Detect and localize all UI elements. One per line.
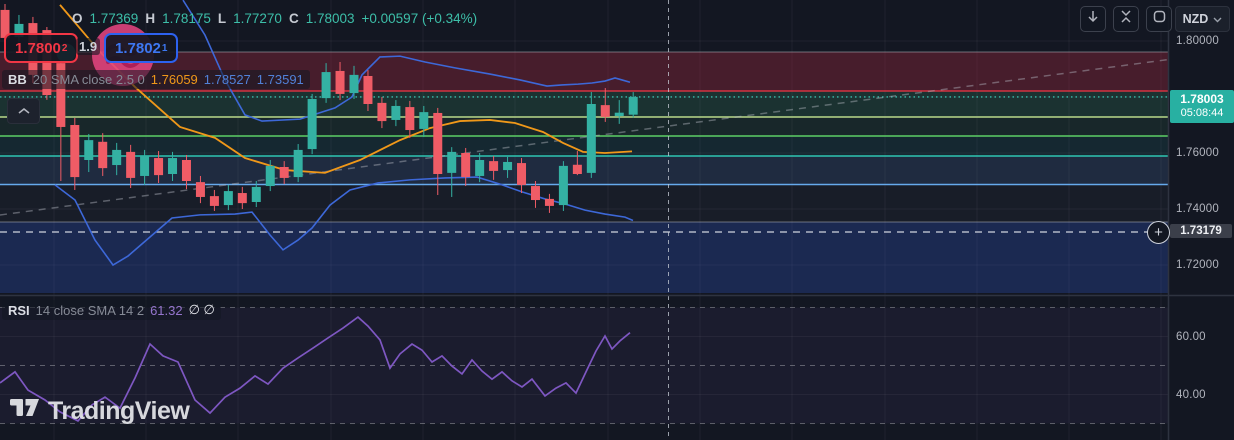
ask-price-button[interactable]: 1.7802 1 [104, 33, 179, 63]
tradingview-watermark[interactable]: TradingView [10, 396, 190, 427]
arrow-down-icon [1087, 10, 1099, 28]
plus-icon: + [1154, 224, 1163, 241]
bb-params: 20 SMA close 2.5 0 [32, 72, 145, 87]
ask-price: 1.7802 [115, 39, 161, 57]
rsi-tick-label: 60.00 [1176, 330, 1206, 343]
chevron-down-icon [1213, 12, 1222, 26]
last-price-value: 1.78003 [1180, 91, 1224, 106]
low-label: L [217, 11, 227, 26]
chevron-up-icon [18, 102, 30, 120]
ohlc-readout[interactable]: O 1.77369 H 1.78175 L 1.77270 C 1.78003 +0.0… [66, 9, 483, 28]
tradingview-logo-icon [10, 396, 40, 427]
bid-price-button[interactable]: 1.7800 2 [4, 33, 79, 63]
ask-price-pip: 1 [161, 42, 168, 54]
price-tick-label: 1.80000 [1176, 35, 1219, 47]
maximize-pane-button[interactable] [1146, 6, 1172, 32]
tradingview-logo-text: TradingView [48, 397, 190, 425]
rsi-indicator-legend[interactable]: RSI 14 close SMA 14 2 61.32 ∅ ∅ [2, 300, 221, 320]
rsi-params: 14 close SMA 14 2 [35, 302, 145, 318]
price-axis-currency-selector[interactable]: NZD [1175, 6, 1230, 32]
collapse-icon [1120, 10, 1132, 28]
pane-controls [1080, 6, 1172, 32]
spread-value: 1.9 [76, 38, 101, 55]
move-pane-down-button[interactable] [1080, 6, 1106, 32]
rsi-empty-values: ∅ ∅ [188, 302, 215, 317]
rsi-value: 61.32 [150, 302, 183, 318]
close-label: C [288, 11, 299, 26]
bb-lower-value: 1.73591 [256, 72, 304, 87]
open-label: O [72, 11, 83, 26]
rsi-name: RSI [8, 302, 30, 318]
price-tick-label: 1.76000 [1176, 147, 1219, 159]
low-value: 1.77270 [233, 11, 282, 26]
high-label: H [145, 11, 156, 26]
bb-basis-value: 1.76059 [150, 72, 198, 87]
price-tick-label: 1.74000 [1176, 203, 1219, 215]
high-value: 1.78175 [162, 11, 211, 26]
bar-countdown: 05:08:44 [1180, 106, 1224, 119]
bid-price-pip: 2 [61, 42, 68, 54]
last-price-badge: 1.78003 05:08:44 [1170, 89, 1234, 123]
legend-collapse-button[interactable] [7, 98, 40, 124]
bb-indicator-legend[interactable]: BB 20 SMA close 2.5 0 1.76059 1.78527 1.… [2, 70, 310, 89]
price-tick-label: 1.72000 [1176, 259, 1219, 271]
bid-price: 1.7800 [15, 39, 61, 57]
level-price-label: 1.73179 [1170, 223, 1232, 238]
collapse-pane-button[interactable] [1113, 6, 1139, 32]
rsi-tick-label: 40.00 [1176, 388, 1206, 401]
maximize-icon [1153, 10, 1166, 28]
change-value: +0.00597 (+0.34%) [361, 11, 478, 26]
bb-upper-value: 1.78527 [203, 72, 251, 87]
currency-label: NZD [1182, 12, 1209, 26]
bb-name: BB [8, 72, 27, 87]
close-value: 1.78003 [305, 11, 355, 26]
plus-circle-button[interactable]: + [1147, 221, 1170, 244]
open-value: 1.77369 [89, 11, 139, 26]
